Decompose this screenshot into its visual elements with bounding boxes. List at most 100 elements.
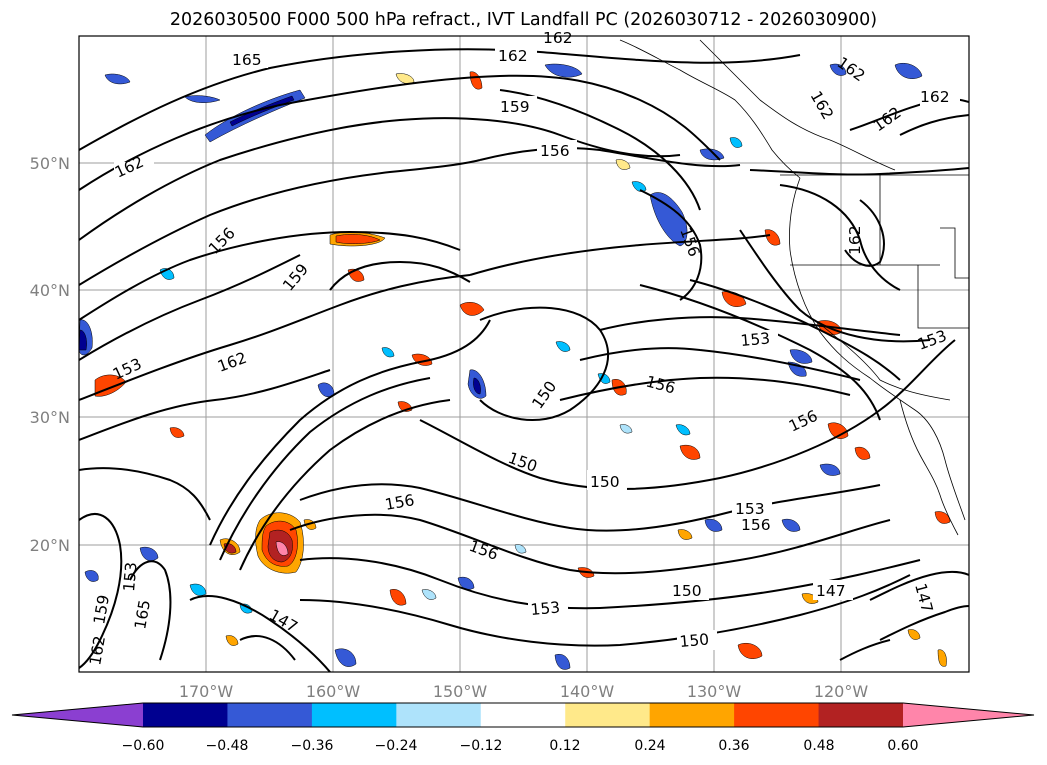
anomaly-patch — [335, 234, 381, 244]
coastline — [619, 39, 801, 179]
contour-line — [739, 229, 931, 343]
anomaly-patch — [421, 589, 437, 600]
contour-label: 156 — [741, 516, 771, 534]
colorbar-tick-label: −0.60 — [122, 738, 165, 754]
anomaly-patch — [827, 422, 849, 439]
anomaly-patch — [789, 349, 813, 364]
anomaly-patch — [675, 424, 691, 436]
lon-tick-label: 150°W — [433, 682, 488, 701]
contour-line — [79, 159, 481, 286]
lat-tick-label: 20°N — [30, 536, 70, 555]
contour-label: 159 — [90, 593, 113, 625]
anomaly-patch — [469, 71, 483, 90]
contour-label: 165 — [232, 51, 262, 69]
colorbar: −0.60 −0.48 −0.36 −0.24 −0.12 0.12 0.24 … — [11, 702, 1035, 754]
map-frame — [78, 35, 970, 673]
contour-label: 153 — [740, 329, 771, 350]
contour-label: 153 — [735, 500, 765, 518]
lon-tick-label: 120°W — [814, 682, 869, 701]
colorbar-segment — [227, 703, 313, 727]
contour-line — [689, 279, 901, 381]
anomaly-patch — [544, 63, 583, 78]
contour-label: 150 — [590, 473, 620, 491]
colorbar-segments — [143, 703, 904, 727]
contour-line — [79, 74, 721, 191]
colorbar-segment — [649, 703, 735, 727]
map-title: 2026030500 F000 500 hPa refract., IVT La… — [169, 10, 878, 30]
contour-line — [559, 376, 851, 401]
colorbar-tick-label: −0.48 — [206, 738, 249, 754]
colorbar-segment — [396, 703, 482, 727]
anomaly-patch — [631, 181, 647, 192]
contour-line — [79, 274, 471, 401]
colorbar-segment — [818, 703, 904, 727]
contour-line — [239, 635, 296, 661]
colorbar-tick-label: 0.24 — [634, 738, 665, 754]
anomaly-patch — [169, 427, 185, 438]
contour-label: 153 — [530, 598, 561, 619]
colorbar-segment — [480, 703, 566, 727]
contour-line — [749, 167, 969, 176]
anomaly-patch — [79, 329, 87, 351]
anomaly-patch — [184, 95, 221, 103]
contour-line — [469, 234, 771, 276]
anomaly-patch — [937, 649, 947, 667]
anomaly-patch — [677, 529, 693, 540]
colorbar-segment — [143, 703, 228, 727]
anomaly-patch — [819, 463, 841, 476]
lat-axis: 50°N 40°N 30°N 20°N — [30, 154, 70, 555]
contour-labels: 165 162 162 162 162 162 162 162 159 159 … — [86, 29, 960, 667]
contour-line — [79, 230, 461, 321]
colorbar-segment — [734, 703, 820, 727]
anomaly-patch — [894, 62, 923, 79]
contour-line — [299, 483, 881, 532]
contour-label: 162 — [498, 47, 528, 65]
lon-tick-label: 140°W — [560, 682, 615, 701]
anomaly-patch — [615, 159, 631, 170]
contour-label: 153 — [120, 561, 141, 592]
contour-line — [129, 560, 172, 661]
contour-label: 156 — [540, 142, 570, 160]
anomaly-patch — [619, 424, 633, 434]
contour-line — [899, 114, 969, 136]
contour-line — [219, 377, 431, 561]
contour-line — [329, 260, 471, 291]
colorbar-segment — [565, 703, 651, 727]
contour-line — [79, 467, 211, 521]
anomaly-patch — [554, 654, 571, 670]
border — [917, 265, 969, 329]
contour-label: 162 — [86, 634, 109, 666]
colorbar-outline — [11, 702, 1035, 728]
lon-tick-label: 160°W — [306, 682, 361, 701]
contour-line — [479, 306, 610, 421]
contour-line — [869, 571, 969, 601]
contour-line — [289, 513, 891, 575]
colorbar-tick-label: 0.36 — [718, 738, 749, 754]
colorbar-segment — [311, 703, 397, 727]
contour-line — [299, 574, 911, 647]
contour-line — [79, 254, 301, 361]
anomaly-patch — [829, 63, 847, 76]
colorbar-tick-label: −0.24 — [375, 738, 418, 754]
contour-label: 165 — [131, 598, 154, 630]
contour-line — [579, 347, 861, 381]
anomaly-patch — [729, 137, 743, 148]
colorbar-extend-high — [903, 703, 1034, 727]
anomaly-patch — [737, 642, 763, 659]
lon-tick-label: 130°W — [687, 682, 742, 701]
anomaly-patch — [649, 192, 688, 247]
contour-label: 150 — [672, 582, 702, 600]
lat-tick-label: 30°N — [30, 408, 70, 427]
contour-line — [639, 284, 881, 421]
colorbar-tick-label: 0.12 — [549, 738, 580, 754]
anomaly-patch — [907, 629, 921, 640]
contour-line — [79, 117, 681, 241]
anomaly-patch — [381, 347, 395, 358]
coastline — [789, 177, 966, 521]
anomaly-patch — [225, 635, 239, 646]
anomaly-patch — [934, 511, 951, 524]
anomaly-patch — [84, 570, 99, 582]
anomaly-patch — [139, 546, 159, 561]
anomaly-patch — [459, 302, 485, 316]
